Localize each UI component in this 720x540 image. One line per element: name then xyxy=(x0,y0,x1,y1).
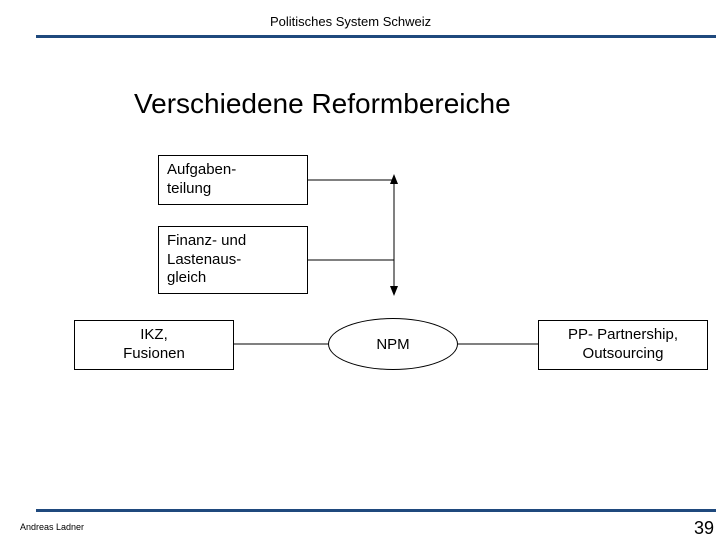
connector-layer xyxy=(0,0,720,540)
box-label: IKZ,Fusionen xyxy=(123,326,185,364)
page-title: Verschiedene Reformbereiche xyxy=(134,88,511,120)
slide-header: Politisches System Schweiz xyxy=(270,14,431,29)
box-aufgabenteilung: Aufgaben-teilung xyxy=(158,155,308,205)
footer-page-number: 39 xyxy=(694,518,714,539)
box-pp: PP- Partnership,Outsourcing xyxy=(538,320,708,370)
box-ikz: IKZ,Fusionen xyxy=(74,320,234,370)
box-label: Aufgaben-teilung xyxy=(167,161,236,199)
ellipse-npm: NPM xyxy=(328,318,458,370)
footer-rule xyxy=(36,509,716,512)
box-finanz: Finanz- undLastenaus-gleich xyxy=(158,226,308,294)
box-label: Finanz- undLastenaus-gleich xyxy=(167,232,246,288)
ellipse-label: NPM xyxy=(376,336,409,353)
box-label: PP- Partnership,Outsourcing xyxy=(568,326,678,364)
header-rule xyxy=(36,35,716,38)
footer-author: Andreas Ladner xyxy=(20,522,84,532)
